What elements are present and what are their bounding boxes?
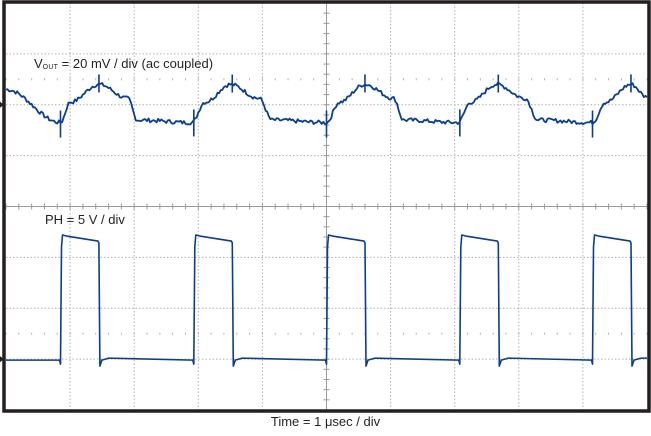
vout-label-v: V	[34, 56, 43, 71]
ch2-ground-marker-icon	[0, 356, 4, 363]
vout-label-scale: = 20 mV / div (ac coupled)	[58, 56, 214, 71]
ph-channel-label: PH = 5 V / div	[45, 212, 125, 227]
ph-trace	[6, 234, 647, 367]
vout-channel-label: VOUT = 20 mV / div (ac coupled)	[34, 56, 213, 71]
plot-frame	[2, 0, 651, 413]
vout-label-subscript: OUT	[42, 64, 59, 71]
ch1-ground-marker-icon	[0, 101, 4, 108]
x-axis-label: Time = 1 μsec / div	[270, 414, 381, 429]
